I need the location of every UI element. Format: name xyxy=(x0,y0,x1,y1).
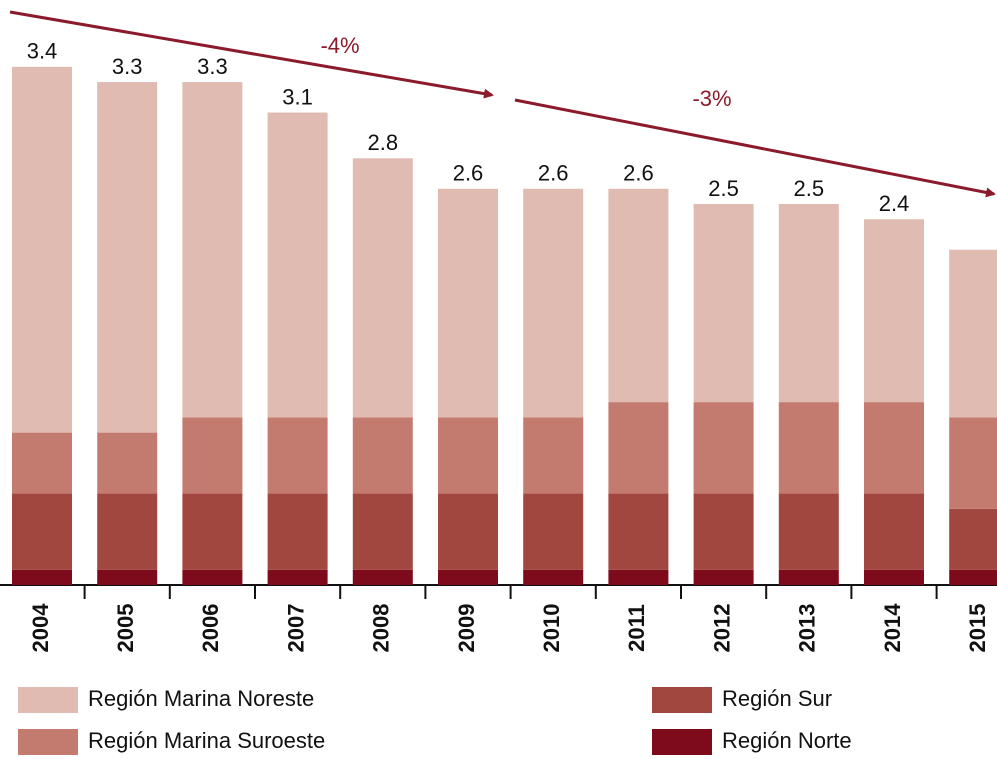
total-label: 2.5 xyxy=(794,176,825,201)
bar-segment xyxy=(693,569,754,585)
bar-segment xyxy=(778,569,839,585)
x-tick-label: 2008 xyxy=(369,604,394,653)
trend-arrow xyxy=(9,10,494,99)
legend-swatch xyxy=(18,687,78,713)
bar-segment xyxy=(693,204,754,403)
bar-segment xyxy=(864,569,924,585)
bar-segment xyxy=(182,82,243,418)
x-tick-label: 2012 xyxy=(709,604,734,653)
annotation: -3% xyxy=(692,86,731,111)
bar-segment xyxy=(608,402,669,494)
bar-segment xyxy=(352,493,413,570)
bar-segment xyxy=(864,402,924,494)
bar-segment xyxy=(97,432,158,494)
total-label: 2.6 xyxy=(538,161,569,186)
bar-segment xyxy=(778,493,839,570)
bar-segment xyxy=(438,188,498,418)
bar-segment xyxy=(523,417,584,494)
bar-segment xyxy=(438,493,498,570)
x-tick-label: 2005 xyxy=(113,604,138,653)
bar-segment xyxy=(352,158,413,418)
bar-segment xyxy=(97,493,158,570)
bar-segment xyxy=(608,569,669,585)
legend-label: Región Marina Noreste xyxy=(88,686,314,711)
bar-segment xyxy=(949,508,997,570)
total-label: 2.4 xyxy=(879,191,910,216)
x-tick-label: 2014 xyxy=(880,603,905,653)
bar-segment xyxy=(693,493,754,570)
bar-segment xyxy=(523,569,584,585)
bar-segment xyxy=(949,249,997,418)
total-label: 2.6 xyxy=(453,161,484,186)
bar-segment xyxy=(949,417,997,509)
bar-segment xyxy=(97,569,158,585)
legend-swatch xyxy=(18,729,78,755)
annotation: -4% xyxy=(320,33,359,58)
x-tick-label: 2006 xyxy=(198,604,223,653)
bar-segment xyxy=(438,569,498,585)
bar-segment xyxy=(778,204,839,403)
bar-segment xyxy=(438,417,498,494)
trend-arrow xyxy=(514,98,996,198)
x-tick-label: 2013 xyxy=(795,604,820,653)
legend-label: Región Norte xyxy=(722,728,852,753)
x-tick-label: 2015 xyxy=(965,604,990,653)
total-label: 3.4 xyxy=(27,39,58,64)
bar-segment xyxy=(267,569,328,585)
bar-segment xyxy=(267,417,328,494)
bar-segment xyxy=(182,417,243,494)
x-tick-label: 2004 xyxy=(28,603,53,653)
total-label: 2.5 xyxy=(708,176,739,201)
bar-segment xyxy=(864,493,924,570)
bar-segment xyxy=(864,219,924,403)
bar-segment xyxy=(12,432,72,494)
bar-segment xyxy=(97,82,158,433)
bar-segment xyxy=(12,66,72,433)
bar-segment xyxy=(182,569,243,585)
bar-segment xyxy=(352,569,413,585)
legend-label: Región Sur xyxy=(722,686,832,711)
bar-segment xyxy=(182,493,243,570)
bar-segment xyxy=(778,402,839,494)
bar-segment xyxy=(523,188,584,418)
x-tick-label: 2011 xyxy=(624,604,649,652)
bar-segment xyxy=(12,569,72,585)
x-tick-label: 2007 xyxy=(283,604,308,653)
bar-segment xyxy=(352,417,413,494)
bar-segment xyxy=(523,493,584,570)
bar-segment xyxy=(12,493,72,570)
bar-segment xyxy=(608,188,669,403)
total-label: 3.3 xyxy=(197,54,228,79)
bar-segment xyxy=(267,112,328,418)
legend-swatch xyxy=(652,687,712,713)
total-label: 2.6 xyxy=(623,161,654,186)
bar-segment xyxy=(267,493,328,570)
x-tick-label: 2010 xyxy=(539,604,564,653)
total-label: 2.8 xyxy=(368,130,399,155)
legend-swatch xyxy=(652,729,712,755)
legend-label: Región Marina Suroeste xyxy=(88,728,325,753)
x-tick-label: 2009 xyxy=(454,604,479,653)
bar-segment xyxy=(693,402,754,494)
bar-segment xyxy=(608,493,669,570)
total-label: 3.1 xyxy=(282,84,313,109)
bar-segment xyxy=(949,569,997,585)
total-label: 3.3 xyxy=(112,54,143,79)
